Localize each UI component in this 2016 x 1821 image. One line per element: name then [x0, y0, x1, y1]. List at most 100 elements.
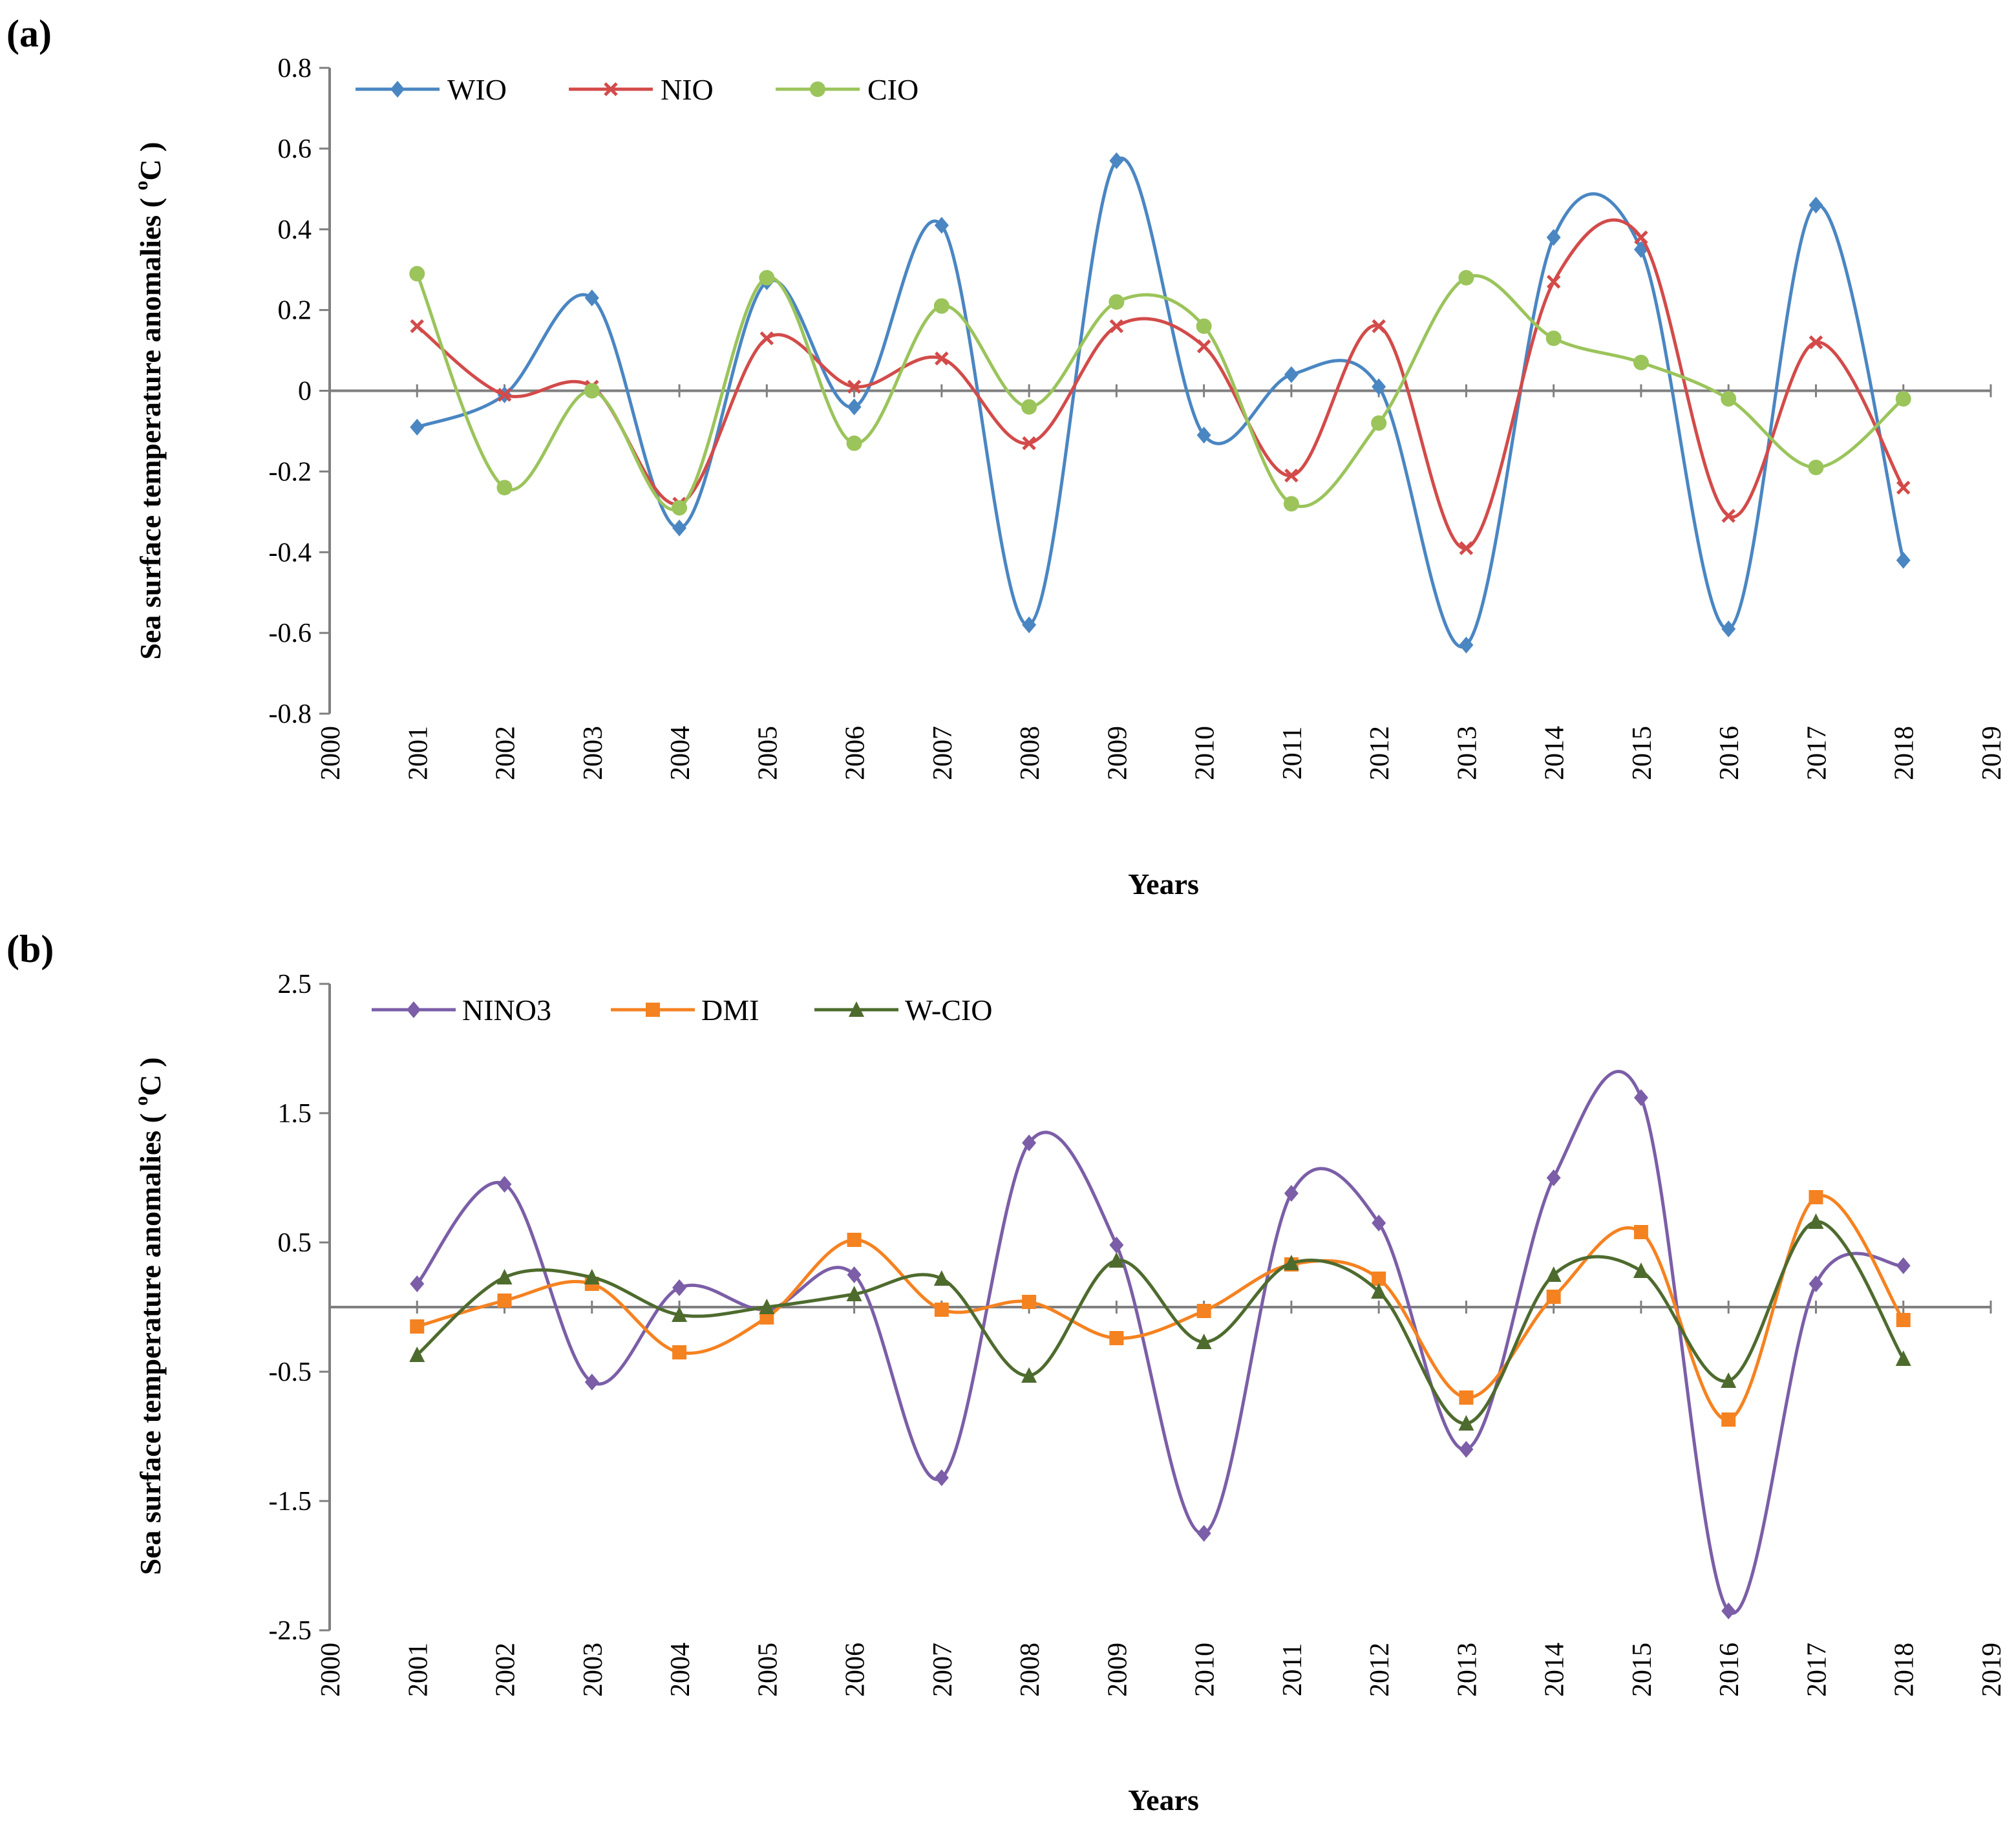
- panel-b-point-w-cio: [409, 1347, 425, 1362]
- panel-b-legend-dmi: DMI: [611, 994, 759, 1027]
- panel-b-x-tick-label: 2003: [578, 1643, 608, 1697]
- panel-b-legend-marker: [646, 1003, 660, 1017]
- panel-b-point-nino3: [1022, 1134, 1037, 1151]
- panel-b-x-tick-label: 2006: [841, 1643, 871, 1697]
- panel-a-y-tick-label: 0.6: [278, 134, 312, 164]
- panel-b-point-dmi: [1459, 1390, 1474, 1405]
- panel-b-point-dmi: [497, 1294, 512, 1308]
- panel-b-x-tick-label: 2007: [928, 1643, 958, 1697]
- panel-a-point-nio: [1109, 319, 1124, 334]
- panel-a-point-cio: [846, 435, 862, 451]
- panel-a-line-wio: [416, 156, 1905, 649]
- panel-a-series-wio: [410, 152, 1911, 654]
- panel-a-x-tick-label: 2016: [1715, 726, 1745, 780]
- panel-a-point-nio: [935, 351, 949, 366]
- panel-b-point-dmi: [847, 1233, 862, 1247]
- panel-a-point-nio: [1372, 319, 1386, 334]
- panel-b-y-tick-label: 0.5: [278, 1228, 312, 1258]
- panel-a-x-tick-label: 2001: [403, 726, 433, 780]
- panel-a-y-tick-label: 0.8: [278, 54, 312, 83]
- panel-a-legend-label: CIO: [867, 73, 918, 106]
- panel-b-point-dmi: [934, 1303, 949, 1317]
- panel-a-x-tick-label: 2008: [1015, 726, 1045, 780]
- panel-a-point-nio: [1896, 480, 1911, 495]
- panel-b-point-nino3: [1196, 1525, 1211, 1542]
- panel-a-legend-label: NIO: [661, 73, 714, 106]
- panel-b-x-tick-label: 2016: [1715, 1643, 1745, 1697]
- panel-a-legend-marker: [390, 81, 405, 98]
- panel-a-point-nio: [847, 379, 862, 394]
- panel-b-point-w-cio: [846, 1286, 862, 1301]
- panel-b-point-w-cio: [933, 1270, 950, 1286]
- panel-a-point-cio: [584, 383, 600, 399]
- panel-a-point-wio: [1721, 620, 1736, 637]
- panel-b-point-w-cio: [1109, 1252, 1125, 1268]
- panel-a-x-tick-label: 2011: [1278, 727, 1308, 780]
- panel-a-point-wio: [1284, 366, 1299, 383]
- panel-a-legend-marker: [810, 81, 825, 97]
- panel-a-y-tick-label: 0: [298, 377, 312, 407]
- panel-b-x-tick-label: 2001: [403, 1643, 433, 1697]
- panel-a-point-cio: [1545, 330, 1562, 346]
- panel-b-point-w-cio: [1196, 1334, 1212, 1349]
- panel-a-point-cio: [1895, 390, 1911, 407]
- panel-b-point-nino3: [1896, 1257, 1911, 1274]
- panel-b-x-tick-label: 2018: [1890, 1643, 1920, 1697]
- panel-b-point-nino3: [1372, 1215, 1386, 1231]
- panel-a-point-nio: [1634, 230, 1648, 245]
- panel-a-y-tick-label: -0.2: [269, 457, 312, 487]
- panel-a-point-cio: [1021, 399, 1037, 415]
- panel-b-point-w-cio: [1458, 1415, 1474, 1431]
- panel-b-legend-w-cio: W-CIO: [814, 994, 992, 1027]
- panel-a-point-cio: [409, 266, 425, 282]
- panel-a-point-cio: [1458, 270, 1474, 286]
- panel-a-point-wio: [1109, 152, 1124, 169]
- panel-a-x-tick-label: 2013: [1452, 726, 1482, 780]
- panel-a-ylabel: Sea surface temperature anomalies ( oC ): [131, 142, 167, 659]
- panel-b-point-w-cio: [672, 1306, 688, 1322]
- panel-b-point-dmi: [1546, 1290, 1561, 1304]
- panel-a-x-tick-label: 2004: [666, 726, 695, 780]
- panel-a-x-tick-label: 2006: [841, 726, 871, 780]
- panel-b-point-w-cio: [1633, 1262, 1649, 1278]
- panel-a-legend-wio: WIO: [355, 73, 507, 106]
- panel-a-x-tick-label: 2015: [1628, 726, 1657, 780]
- panel-b-point-w-cio: [1021, 1367, 1037, 1383]
- panel-a-point-cio: [1196, 318, 1212, 334]
- panel-b-point-nino3: [1459, 1441, 1474, 1458]
- panel-a-point-wio: [672, 519, 687, 537]
- panel-b-point-w-cio: [1895, 1350, 1911, 1366]
- panel-b-x-tick-label: 2015: [1628, 1643, 1657, 1697]
- panel-a-point-wio: [584, 289, 599, 306]
- panel-a-point-nio: [759, 331, 774, 346]
- panel-a-x-tick-label: 2010: [1191, 726, 1220, 780]
- panel-b-x-tick-label: 2017: [1802, 1643, 1832, 1697]
- panel-b-point-nino3: [847, 1266, 862, 1283]
- panel-a-x-tick-label: 2014: [1540, 726, 1570, 780]
- panel-a-x-tick-label: 2003: [578, 726, 608, 780]
- panel-a-x-tick-label: 2019: [1977, 726, 2007, 780]
- panel-b: (b) Years Sea surface temperature anomal…: [6, 928, 2007, 1816]
- panel-b-x-tick-label: 2010: [1191, 1643, 1220, 1697]
- panel-b-label: (b): [6, 928, 54, 970]
- panel-a-point-wio: [1459, 636, 1474, 654]
- panel-b-point-w-cio: [1545, 1266, 1562, 1282]
- panel-a-point-cio: [1808, 460, 1824, 476]
- panel-b-legend-marker: [849, 1001, 864, 1017]
- panel-a-line-cio: [415, 273, 1905, 511]
- panel-b-x-tick-label: 2011: [1278, 1643, 1308, 1696]
- panel-b-y-tick-label: -1.5: [269, 1487, 312, 1517]
- panel-b-point-nino3: [584, 1374, 599, 1390]
- panel-a-point-wio: [1809, 197, 1823, 214]
- panel-a-x-tick-label: 2002: [491, 726, 521, 780]
- panel-b-line-dmi: [416, 1194, 1905, 1422]
- panel-b-point-w-cio: [1721, 1372, 1737, 1388]
- panel-a-point-nio: [1809, 335, 1823, 350]
- panel-a-point-wio: [1546, 229, 1561, 246]
- panel-a-point-wio: [1896, 551, 1911, 569]
- panel-b-point-nino3: [1721, 1603, 1736, 1619]
- panel-a-point-cio: [1283, 496, 1299, 512]
- panel-a-y-tick-label: -0.8: [269, 699, 312, 729]
- panel-b-point-nino3: [410, 1275, 425, 1292]
- panel-b-point-w-cio: [1371, 1283, 1387, 1299]
